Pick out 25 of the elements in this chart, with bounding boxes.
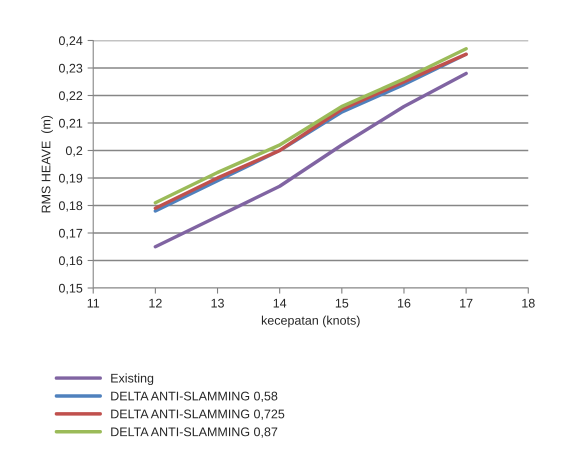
x-axis-title: kecepatan (knots): [262, 316, 360, 328]
x-tick-label: 12: [149, 298, 162, 308]
x-tick-label: 13: [212, 298, 224, 308]
x-tick-label: 16: [398, 298, 410, 308]
x-tick-label: 14: [274, 298, 286, 308]
y-tick-label: 0,17: [58, 228, 82, 240]
x-tick-label: 18: [522, 298, 535, 308]
y-tick-label: 0,22: [58, 91, 82, 102]
legend-label: DELTA ANTI-SLAMMING 0,87: [111, 427, 278, 438]
line-series: [154, 72, 468, 248]
x-tick-label: 11: [88, 298, 100, 308]
legend-label: Existing: [111, 373, 154, 386]
x-tick-label: 15: [336, 298, 348, 308]
y-tick-label: 0,15: [58, 284, 82, 294]
y-tick-label: 0,16: [58, 256, 82, 267]
y-tick-label: 0,18: [58, 201, 82, 212]
legend-label: DELTA ANTI-SLAMMING 0,58: [111, 392, 278, 402]
y-tick-label: 0,24: [58, 36, 82, 47]
y-axis-title: RMS HEAVE (m): [41, 116, 53, 212]
y-tick-label: 0,19: [58, 174, 82, 184]
x-tick-label: 17: [460, 298, 472, 308]
legend-label: DELTA ANTI-SLAMMING 0,725: [111, 410, 284, 420]
y-tick-label: 0,21: [58, 118, 82, 130]
y-tick-label: 0,2: [66, 146, 82, 157]
y-tick-label: 0,23: [58, 64, 82, 74]
